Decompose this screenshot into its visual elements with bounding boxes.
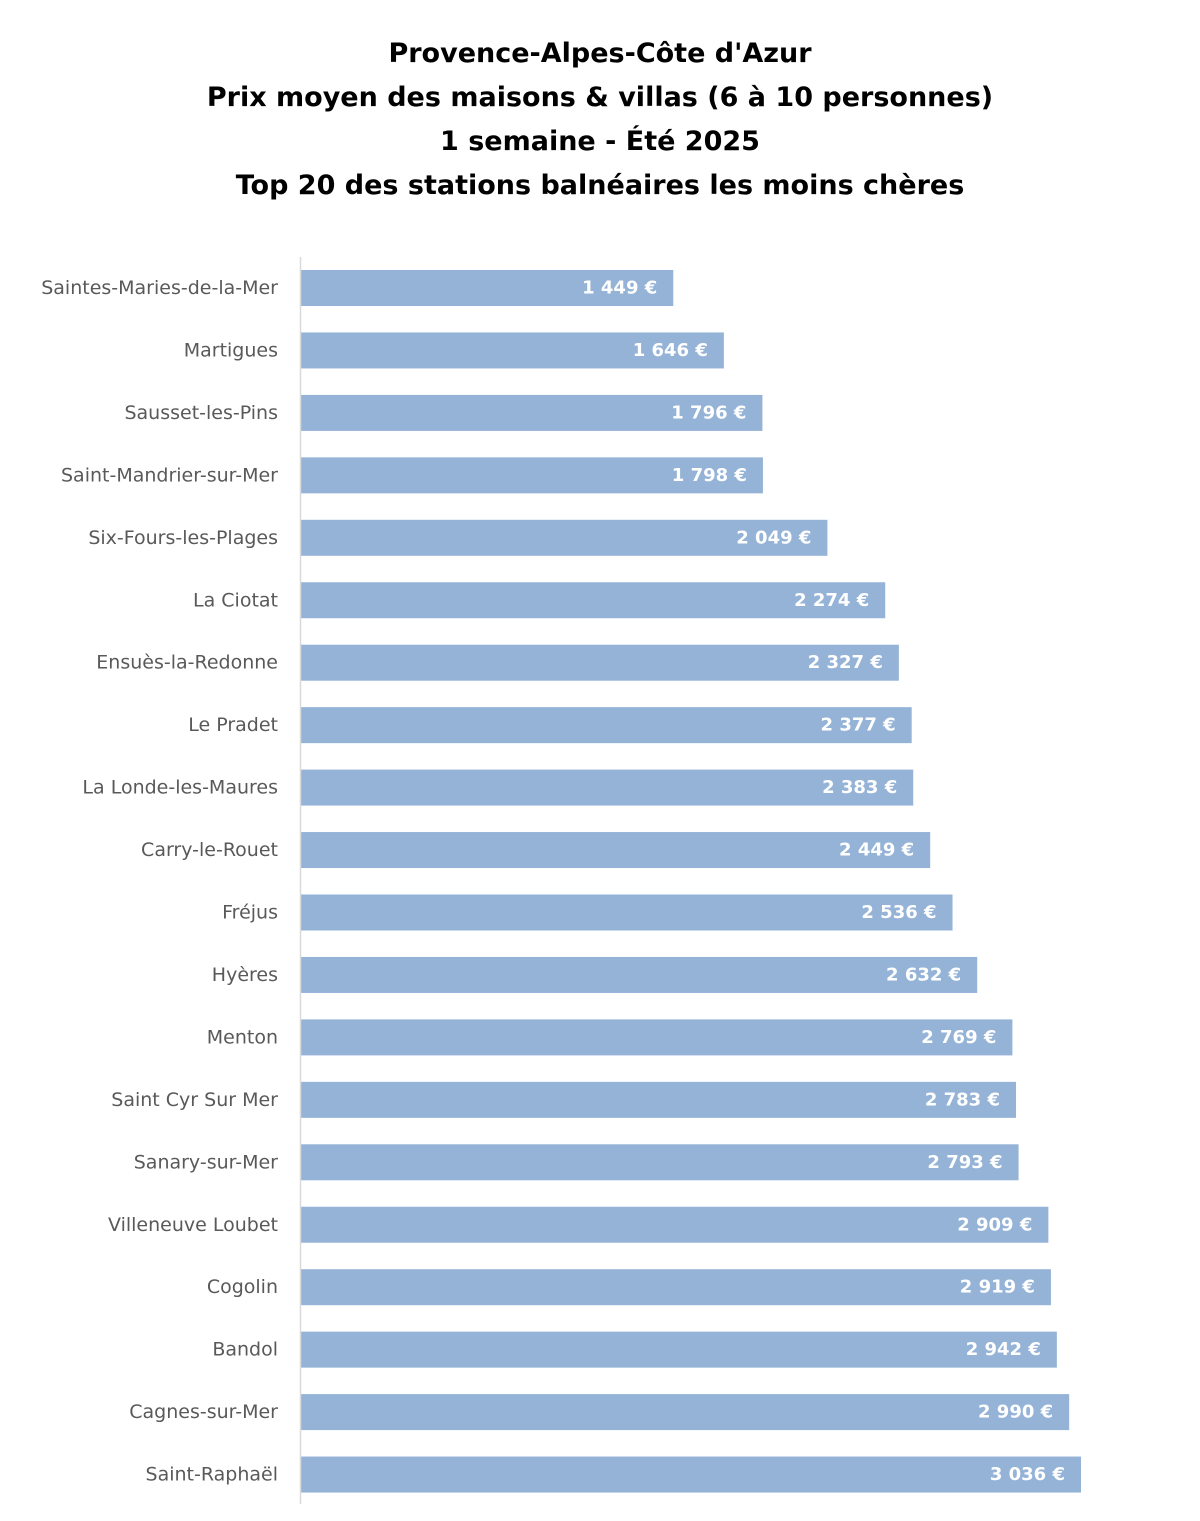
bar <box>301 1269 1051 1306</box>
bar <box>301 1456 1081 1493</box>
category-label: La Londe-les-Maures <box>82 777 278 799</box>
category-label: La Ciotat <box>193 589 278 611</box>
bar <box>301 519 828 556</box>
bar-value-label: 2 536 € <box>861 902 936 923</box>
category-label: Six-Fours-les-Plages <box>88 527 278 549</box>
bar-value-label: 2 769 € <box>921 1027 996 1048</box>
bar-value-label: 2 449 € <box>839 840 914 861</box>
bar-value-label: 1 449 € <box>582 278 657 299</box>
chart-title-line-4: Top 20 des stations balnéaires les moins… <box>235 170 965 201</box>
category-label: Ensuès-la-Redonne <box>96 652 278 674</box>
bar <box>301 769 914 806</box>
bar-value-label: 2 793 € <box>927 1152 1002 1173</box>
category-label: Saint-Mandrier-sur-Mer <box>61 464 278 486</box>
bar-value-label: 2 942 € <box>966 1339 1041 1360</box>
bar <box>301 956 978 993</box>
category-label: Le Pradet <box>188 714 278 736</box>
bar <box>301 270 674 306</box>
category-label: Villeneuve Loubet <box>108 1214 278 1236</box>
bar-value-label: 3 036 € <box>990 1464 1065 1485</box>
bar-value-label: 2 990 € <box>978 1402 1053 1423</box>
bar-value-label: 1 646 € <box>633 340 708 361</box>
category-label: Fréjus <box>222 902 278 924</box>
category-label: Carry-le-Rouet <box>141 839 278 861</box>
category-label: Cogolin <box>207 1276 278 1298</box>
bar-value-label: 2 909 € <box>957 1214 1032 1235</box>
bar <box>301 707 912 744</box>
bar <box>301 457 763 494</box>
chart-title-line-2: Prix moyen des maisons & villas (6 à 10 … <box>206 82 994 113</box>
category-label: Sausset-les-Pins <box>124 402 278 424</box>
category-label: Bandol <box>212 1339 278 1361</box>
bar-value-label: 2 919 € <box>960 1277 1035 1298</box>
bar <box>301 1394 1070 1431</box>
chart-title-line-1: Provence-Alpes-Côte d'Azur <box>388 38 812 69</box>
category-label: Cagnes-sur-Mer <box>129 1401 278 1423</box>
category-label: Menton <box>207 1026 278 1048</box>
bar-value-label: 2 377 € <box>821 715 896 736</box>
bar-value-label: 2 327 € <box>808 652 883 673</box>
bar-value-label: 2 049 € <box>736 527 811 548</box>
bar <box>301 1331 1057 1368</box>
category-label: Sanary-sur-Mer <box>134 1151 278 1173</box>
bar <box>301 332 724 369</box>
bar <box>301 1144 1019 1181</box>
category-label: Saint Cyr Sur Mer <box>111 1089 278 1111</box>
bar-value-label: 2 274 € <box>794 590 869 611</box>
category-label: Martigues <box>184 339 278 361</box>
bars-layer: 1 449 € 1 646 € 1 796 € 1 798 € 2 049 € 2 274… <box>301 270 1081 1493</box>
bar-value-label: 1 798 € <box>672 465 747 486</box>
bar <box>301 832 931 869</box>
chart-title-line-3: 1 semaine - Été 2025 <box>440 126 760 157</box>
bar-value-label: 2 783 € <box>925 1089 1000 1110</box>
category-label: Hyères <box>212 964 278 986</box>
bar <box>301 894 953 931</box>
category-label: Saintes-Maries-de-la-Mer <box>41 277 278 299</box>
bar-value-label: 1 796 € <box>671 402 746 423</box>
bar-value-label: 2 383 € <box>822 777 897 798</box>
bar <box>301 1206 1049 1243</box>
bar <box>301 582 886 619</box>
bar <box>301 644 899 681</box>
labels-layer: Saintes-Maries-de-la-Mer Martigues Sausset… <box>41 277 278 1486</box>
bar <box>301 1019 1013 1056</box>
bar <box>301 394 763 431</box>
chart-title: Provence-Alpes-Côte d'Azur Prix moyen de… <box>0 32 1200 208</box>
category-label: Saint-Raphaël <box>146 1464 278 1486</box>
bar <box>301 1081 1016 1118</box>
bar-value-label: 2 632 € <box>886 964 961 985</box>
